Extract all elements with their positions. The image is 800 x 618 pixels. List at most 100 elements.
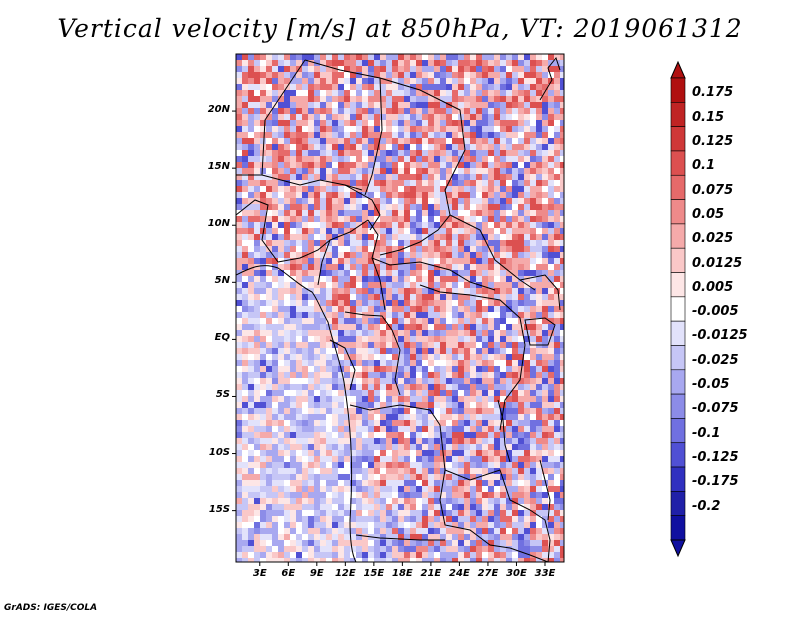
field-cell: [458, 84, 465, 91]
field-cell: [266, 144, 273, 151]
field-cell: [434, 90, 441, 97]
field-cell: [524, 408, 531, 415]
field-cell: [398, 234, 405, 241]
field-cell: [290, 336, 297, 343]
field-cell: [416, 420, 423, 427]
field-cell: [410, 330, 417, 337]
field-cell: [464, 66, 471, 73]
field-cell: [512, 528, 519, 535]
field-cell: [320, 66, 327, 73]
field-cell: [320, 450, 327, 457]
field-cell: [392, 246, 399, 253]
field-cell: [380, 534, 387, 541]
field-cell: [494, 228, 501, 235]
field-cell: [548, 420, 555, 427]
field-cell: [278, 420, 285, 427]
field-cell: [446, 264, 453, 271]
field-cell: [356, 408, 363, 415]
field-cell: [398, 498, 405, 505]
field-cell: [242, 510, 249, 517]
field-cell: [266, 294, 273, 301]
field-cell: [500, 258, 507, 265]
field-cell: [410, 54, 417, 61]
field-cell: [386, 312, 393, 319]
field-cell: [350, 282, 357, 289]
field-cell: [386, 504, 393, 511]
field-cell: [344, 114, 351, 121]
field-cell: [350, 540, 357, 547]
field-cell: [272, 186, 279, 193]
field-cell: [452, 114, 459, 121]
field-cell: [392, 156, 399, 163]
field-cell: [440, 306, 447, 313]
field-cell: [482, 552, 489, 559]
field-cell: [272, 132, 279, 139]
field-cell: [452, 258, 459, 265]
field-cell: [380, 444, 387, 451]
field-cell: [392, 234, 399, 241]
field-cell: [290, 96, 297, 103]
field-cell: [500, 204, 507, 211]
field-cell: [392, 216, 399, 223]
field-cell: [296, 96, 303, 103]
field-cell: [386, 474, 393, 481]
field-cell: [320, 348, 327, 355]
field-cell: [302, 246, 309, 253]
field-cell: [494, 126, 501, 133]
field-cell: [266, 528, 273, 535]
field-cell: [536, 534, 543, 541]
field-cell: [536, 120, 543, 127]
field-cell: [554, 300, 561, 307]
field-cell: [512, 300, 519, 307]
field-cell: [548, 372, 555, 379]
field-cell: [248, 168, 255, 175]
field-cell: [494, 504, 501, 511]
field-cell: [302, 372, 309, 379]
field-cell: [374, 228, 381, 235]
field-cell: [308, 246, 315, 253]
field-cell: [410, 378, 417, 385]
field-cell: [248, 294, 255, 301]
field-cell: [476, 120, 483, 127]
field-cell: [392, 192, 399, 199]
field-cell: [500, 150, 507, 157]
field-cell: [428, 462, 435, 469]
field-cell: [338, 414, 345, 421]
field-cell: [440, 366, 447, 373]
field-cell: [518, 516, 525, 523]
field-cell: [464, 234, 471, 241]
field-cell: [494, 360, 501, 367]
field-cell: [488, 174, 495, 181]
field-cell: [314, 270, 321, 277]
field-cell: [446, 180, 453, 187]
field-cell: [296, 60, 303, 67]
field-cell: [350, 480, 357, 487]
field-cell: [266, 210, 273, 217]
field-cell: [326, 444, 333, 451]
field-cell: [506, 480, 513, 487]
field-cell: [344, 210, 351, 217]
field-cell: [272, 330, 279, 337]
field-cell: [476, 234, 483, 241]
field-cell: [302, 84, 309, 91]
field-cell: [380, 468, 387, 475]
field-cell: [488, 102, 495, 109]
field-cell: [482, 480, 489, 487]
field-cell: [386, 522, 393, 529]
field-cell: [320, 486, 327, 493]
lon-label: 3E: [252, 568, 267, 579]
field-cell: [428, 318, 435, 325]
field-cell: [512, 378, 519, 385]
field-cell: [470, 450, 477, 457]
field-cell: [524, 60, 531, 67]
field-cell: [272, 450, 279, 457]
field-cell: [266, 312, 273, 319]
field-cell: [512, 456, 519, 463]
field-cell: [296, 324, 303, 331]
field-cell: [428, 498, 435, 505]
field-cell: [248, 216, 255, 223]
field-cell: [452, 456, 459, 463]
field-cell: [320, 480, 327, 487]
field-cell: [344, 72, 351, 79]
field-cell: [326, 438, 333, 445]
